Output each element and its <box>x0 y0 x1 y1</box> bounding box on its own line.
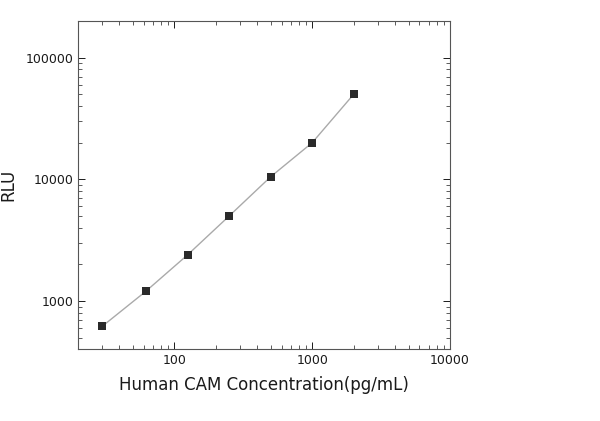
X-axis label: Human CAM Concentration(pg/mL): Human CAM Concentration(pg/mL) <box>119 376 409 394</box>
Point <box>349 91 358 98</box>
Point <box>307 139 317 146</box>
Y-axis label: RLU: RLU <box>0 169 17 201</box>
Point <box>141 288 151 295</box>
Point <box>97 323 107 330</box>
Point <box>183 251 193 258</box>
Point <box>224 213 234 219</box>
Point <box>266 173 275 180</box>
